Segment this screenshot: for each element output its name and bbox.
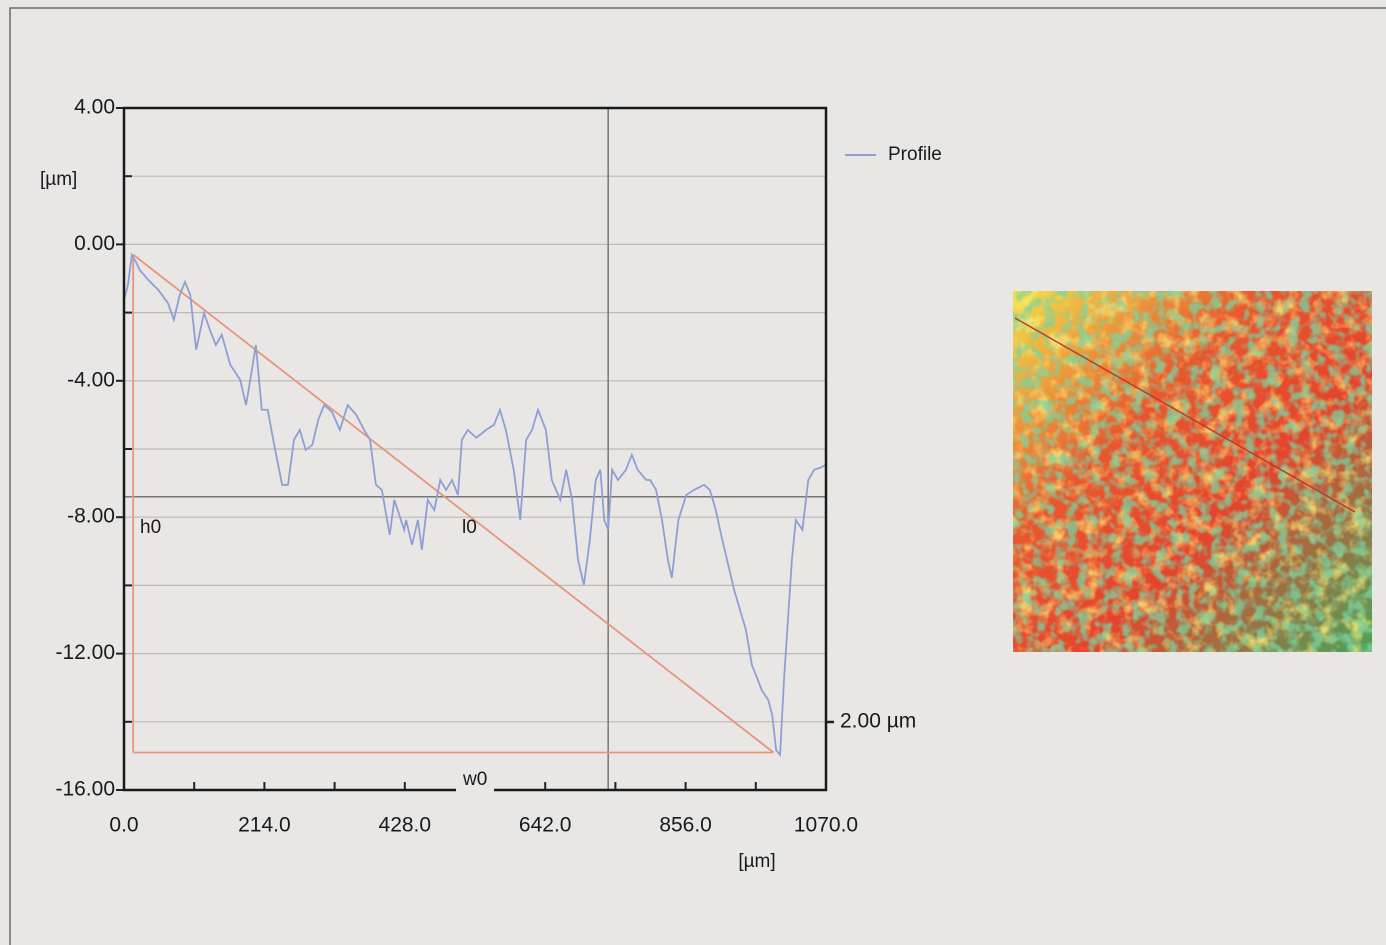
label-background bbox=[456, 768, 494, 794]
annotation: 2.00 µm bbox=[840, 710, 916, 733]
x-tick-label: 1070.0 bbox=[794, 814, 858, 837]
x-tick-label: 642.0 bbox=[519, 814, 572, 837]
surface-image bbox=[1013, 291, 1372, 652]
y-axis-label: [µm] bbox=[40, 169, 77, 190]
y-tick-label: -8.00 bbox=[67, 505, 115, 528]
x-axis-label: [µm] bbox=[738, 851, 775, 872]
y-tick-label: 4.00 bbox=[74, 96, 115, 119]
y-tick-label: -16.00 bbox=[55, 778, 115, 801]
annotation: l0 bbox=[462, 517, 477, 538]
height-map-valleys bbox=[1013, 291, 1372, 652]
profile-path bbox=[1014, 317, 1356, 513]
x-tick-label: 856.0 bbox=[659, 814, 712, 837]
annotation: h0 bbox=[140, 517, 161, 538]
plot: 4.00 0.00 -4.00 -8.00 -12.00 -16.00 0.0 214.0 42… bbox=[40, 96, 942, 872]
x-tick-label: 214.0 bbox=[238, 814, 291, 837]
triangle-hypotenuse bbox=[132, 253, 775, 754]
legend-label: Profile bbox=[888, 144, 942, 165]
window-border bbox=[9, 7, 1386, 945]
x-tick-label: 428.0 bbox=[379, 814, 432, 837]
y-tick-label: -12.00 bbox=[55, 641, 115, 664]
profile-line bbox=[123, 252, 827, 758]
annotation: w0 bbox=[462, 769, 487, 790]
x-tick-label: 0.0 bbox=[109, 814, 138, 837]
y-tick-label: -4.00 bbox=[67, 368, 115, 391]
y-tick-label: 0.00 bbox=[74, 232, 115, 255]
